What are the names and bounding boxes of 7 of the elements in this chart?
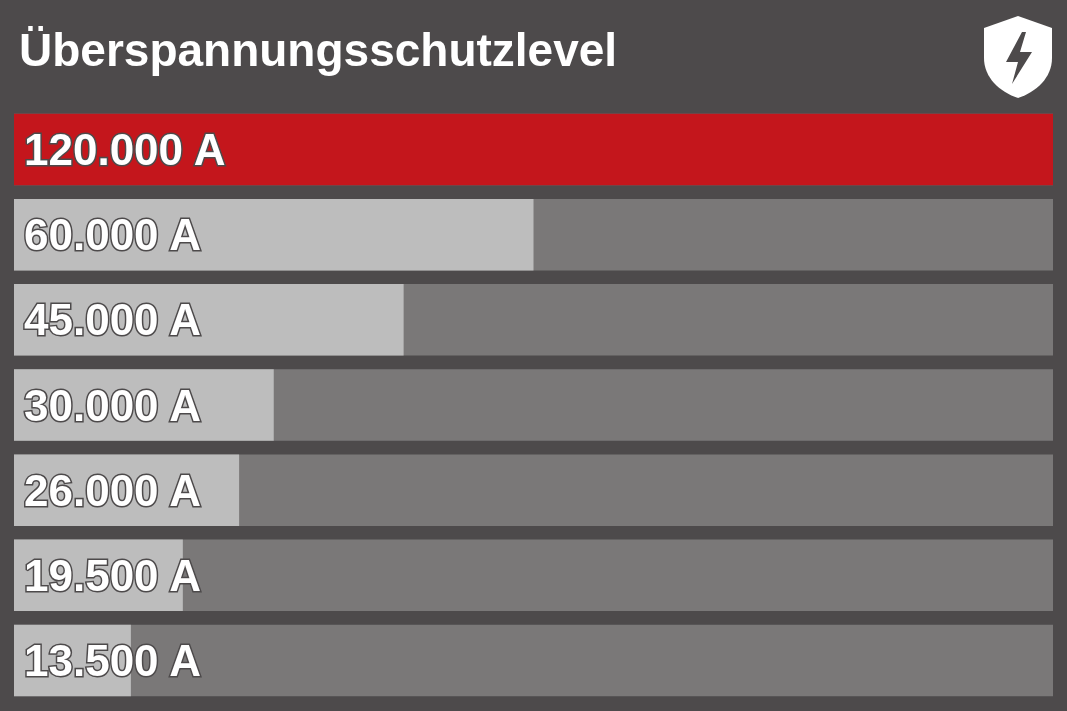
- data-label: 19.500 A: [24, 550, 201, 600]
- data-label: 45.000 A: [24, 295, 201, 345]
- data-label: 60.000 A: [24, 210, 201, 260]
- chart-title: Überspannungsschutzlevel: [19, 24, 618, 76]
- data-label: 30.000 A: [24, 380, 201, 430]
- data-label: 26.000 A: [24, 465, 201, 515]
- data-label: 120.000 A: [24, 125, 226, 175]
